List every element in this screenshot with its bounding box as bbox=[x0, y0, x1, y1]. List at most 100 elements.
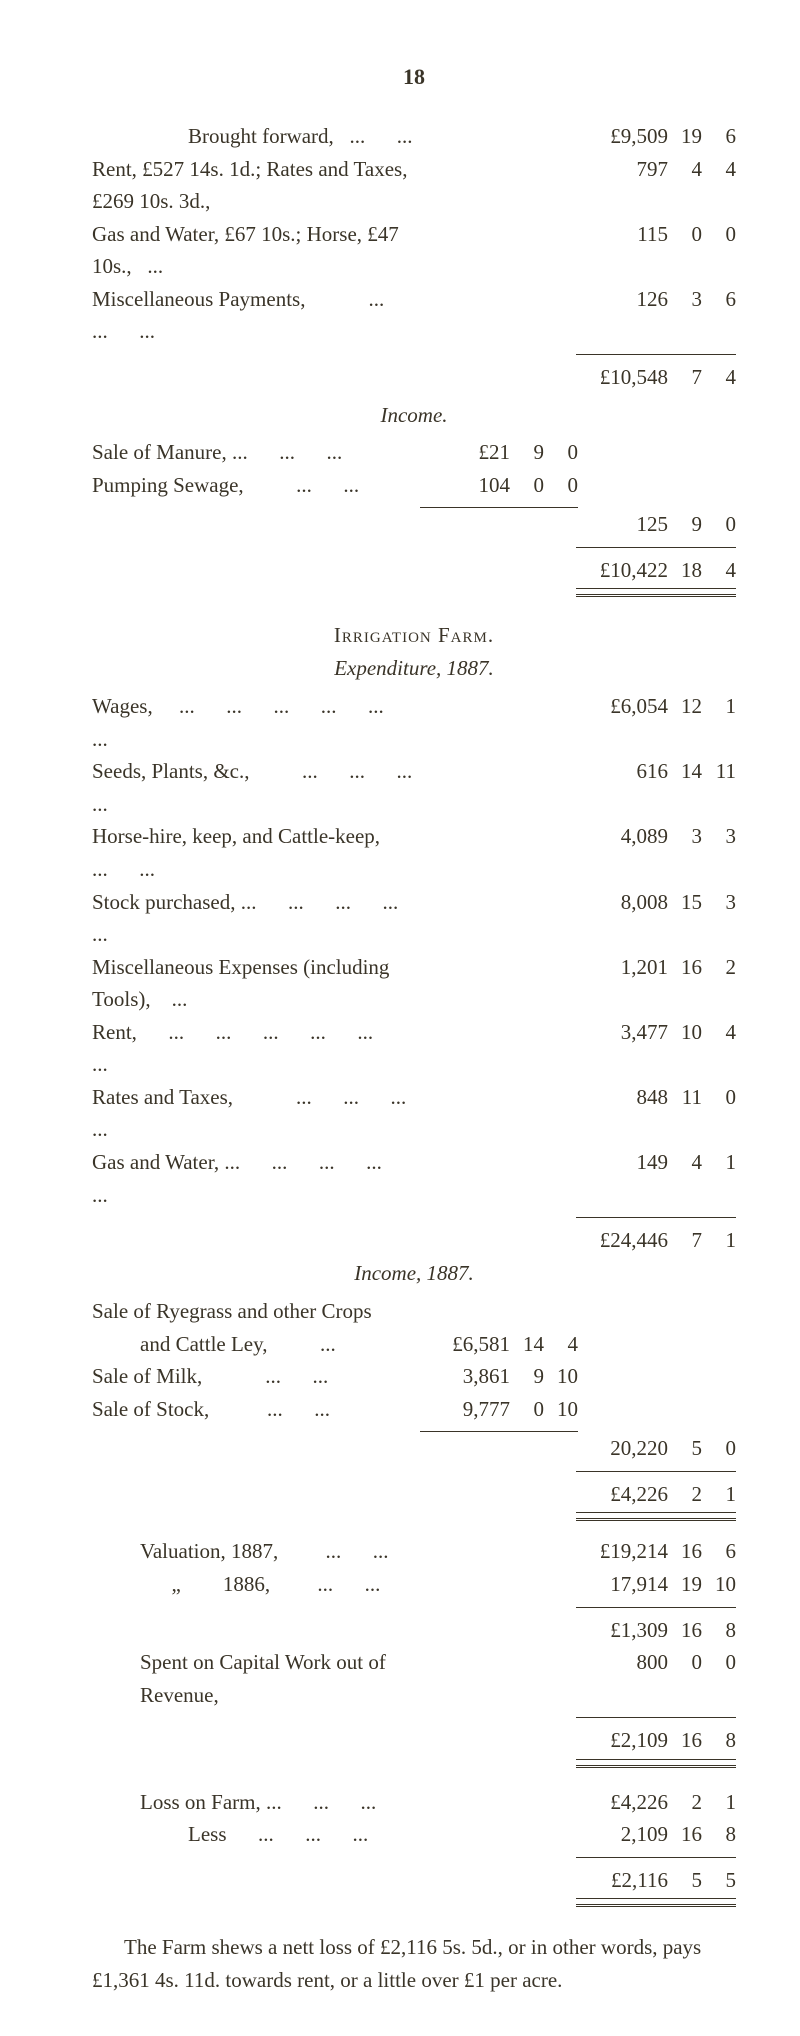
row-desc: Loss on Farm, ... ... ... bbox=[92, 1786, 420, 1819]
amount-s: 12 bbox=[668, 690, 702, 723]
row-desc: Brought forward, ... ... bbox=[92, 120, 420, 153]
ledger-row: Spent on Capital Work out of Revenue, 80… bbox=[92, 1646, 736, 1711]
val-net-row: £2,109 16 8 bbox=[92, 1724, 736, 1757]
row-desc: Gas and Water, ... ... ... ... ... bbox=[92, 1146, 420, 1211]
amount-s: 0 bbox=[668, 1646, 702, 1679]
amount-s: 14 bbox=[510, 1328, 544, 1361]
amount-d: 10 bbox=[544, 1360, 578, 1393]
row-desc: Rent, £527 14s. 1d.; Rates and Taxes, £2… bbox=[92, 153, 420, 218]
amount-s: 16 bbox=[668, 1818, 702, 1851]
ledger-row: Seeds, Plants, &c., ... ... ... ... 61614… bbox=[92, 755, 736, 820]
amount-s: 14 bbox=[668, 755, 702, 788]
amount-l: 149 bbox=[578, 1146, 668, 1179]
amount-l: £6,581 bbox=[420, 1328, 510, 1361]
rule bbox=[576, 1607, 736, 1608]
amount-s: 15 bbox=[668, 886, 702, 919]
double-rule bbox=[576, 588, 736, 597]
amount-s: 0 bbox=[510, 1393, 544, 1426]
income-heading: Income. bbox=[92, 399, 736, 432]
amount-d: 4 bbox=[702, 153, 736, 186]
ledger-row: Rent, ... ... ... ... ... ...3,477104 bbox=[92, 1016, 736, 1081]
amount-s: 16 bbox=[668, 951, 702, 984]
amount-s: 2 bbox=[668, 1786, 702, 1819]
amount-s: 3 bbox=[668, 820, 702, 853]
amount-s: 16 bbox=[668, 1614, 702, 1647]
rule bbox=[576, 1471, 736, 1472]
amount-l: 20,220 bbox=[578, 1432, 668, 1465]
amount-s: 7 bbox=[668, 361, 702, 394]
amount-d: 8 bbox=[702, 1818, 736, 1851]
amount-d: 10 bbox=[702, 1568, 736, 1601]
ledger-row: Less ... ... ... 2,109 16 8 bbox=[92, 1818, 736, 1851]
amount-s: 10 bbox=[668, 1016, 702, 1049]
amount-l: £10,548 bbox=[578, 361, 668, 394]
amount-d: 4 bbox=[702, 361, 736, 394]
row-desc: Sale of Manure, ... ... ... bbox=[92, 436, 420, 469]
amount-d: 10 bbox=[544, 1393, 578, 1426]
amount-s: 0 bbox=[510, 469, 544, 502]
ledger-row: Horse-hire, keep, and Cattle-keep, ... .… bbox=[92, 820, 736, 885]
row-desc: Miscellaneous Payments, ... ... ... bbox=[92, 283, 420, 348]
amount-d: 0 bbox=[702, 218, 736, 251]
amount-d: 4 bbox=[702, 554, 736, 587]
ledger-row: Sale of Manure, ... ... ... £21 9 0 bbox=[92, 436, 736, 469]
amount-d: 0 bbox=[702, 1646, 736, 1679]
row-desc: Horse-hire, keep, and Cattle-keep, ... .… bbox=[92, 820, 420, 885]
income-total-row: 125 9 0 bbox=[92, 508, 736, 541]
amount-l: 1,201 bbox=[578, 951, 668, 984]
amount-l: 616 bbox=[578, 755, 668, 788]
amount-s: 16 bbox=[668, 1535, 702, 1568]
amount-l: £24,446 bbox=[578, 1224, 668, 1257]
loss-net-row: £2,116 5 5 bbox=[92, 1864, 736, 1897]
ledger-row: Gas and Water, £67 10s.; Horse, £47 10s.… bbox=[92, 218, 736, 283]
amount-s: 4 bbox=[668, 153, 702, 186]
ledger-row: Sale of Stock, ... ... 9,777 0 10 bbox=[92, 1393, 736, 1426]
loss-section: Loss on Farm, ... ... ... £4,226 2 1 Les… bbox=[92, 1786, 736, 1908]
amount-l: £6,054 bbox=[578, 690, 668, 723]
amount-d: 6 bbox=[702, 120, 736, 153]
amount-d: 2 bbox=[702, 951, 736, 984]
valuation-section: Valuation, 1887, ... ... £19,214 16 6 „ … bbox=[92, 1535, 736, 1767]
amount-d: 5 bbox=[702, 1864, 736, 1897]
row-desc: Less ... ... ... bbox=[92, 1818, 420, 1851]
amount-d: 8 bbox=[702, 1614, 736, 1647]
row-desc: and Cattle Ley, ... bbox=[92, 1328, 420, 1361]
amount-l: 3,477 bbox=[578, 1016, 668, 1049]
amount-s: 3 bbox=[668, 283, 702, 316]
amount-l: 9,777 bbox=[420, 1393, 510, 1426]
ledger-row: Sale of Ryegrass and other Crops bbox=[92, 1295, 736, 1328]
page-number: 18 bbox=[92, 60, 736, 94]
amount-l: 4,089 bbox=[578, 820, 668, 853]
row-desc: Seeds, Plants, &c., ... ... ... ... bbox=[92, 755, 420, 820]
ledger-row: Loss on Farm, ... ... ... £4,226 2 1 bbox=[92, 1786, 736, 1819]
amount-d: 4 bbox=[702, 1016, 736, 1049]
amount-l: £9,509 bbox=[578, 120, 668, 153]
amount-d: 0 bbox=[544, 436, 578, 469]
amount-d: 1 bbox=[702, 1478, 736, 1511]
double-rule bbox=[576, 1759, 736, 1768]
ledger-row: Rent, £527 14s. 1d.; Rates and Taxes, £2… bbox=[92, 153, 736, 218]
diff-row: £1,309 16 8 bbox=[92, 1614, 736, 1647]
amount-d: 0 bbox=[702, 1081, 736, 1114]
summary-paragraph: The Farm shews a nett loss of £2,116 5s.… bbox=[92, 1931, 736, 1996]
ledger-row: Brought forward, ... ... £9,509 19 6 bbox=[92, 120, 736, 153]
amount-l: 125 bbox=[578, 508, 668, 541]
row-desc: Stock purchased, ... ... ... ... ... bbox=[92, 886, 420, 951]
amount-s: 16 bbox=[668, 1724, 702, 1757]
amount-d: 1 bbox=[702, 1786, 736, 1819]
row-desc: Rates and Taxes, ... ... ... ... bbox=[92, 1081, 420, 1146]
amount-s: 9 bbox=[668, 508, 702, 541]
ledger-row: Sale of Milk, ... ... 3,861 9 10 bbox=[92, 1360, 736, 1393]
ledger-row: Gas and Water, ... ... ... ... ...14941 bbox=[92, 1146, 736, 1211]
page: 18 Brought forward, ... ... £9,509 19 6 … bbox=[0, 0, 800, 2036]
amount-l: 104 bbox=[420, 469, 510, 502]
rule-row bbox=[92, 501, 736, 508]
ledger-row: Miscellaneous Payments, ... ... ... 126 … bbox=[92, 283, 736, 348]
amount-s: 11 bbox=[668, 1081, 702, 1114]
amount-l: £1,309 bbox=[578, 1614, 668, 1647]
amount-l: £4,226 bbox=[578, 1786, 668, 1819]
ledger-row: Rates and Taxes, ... ... ... ...848110 bbox=[92, 1081, 736, 1146]
exp-total-row: £24,446 7 1 bbox=[92, 1224, 736, 1257]
amount-s: 18 bbox=[668, 554, 702, 587]
amount-s: 0 bbox=[668, 218, 702, 251]
